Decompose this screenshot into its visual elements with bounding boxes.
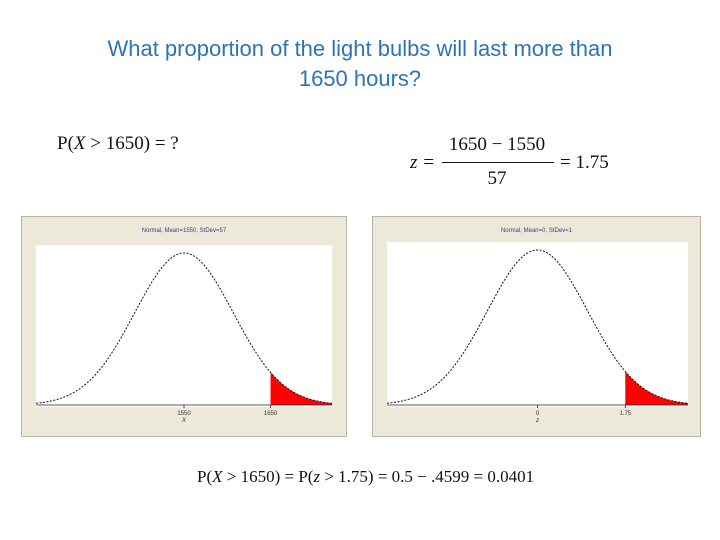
probability-answer: P(X > 1650) = P(z > 1.75) = 0.5 − .4599 …	[197, 467, 534, 487]
answer-rest: > 1.75) = 0.5 − .4599 = 0.0401	[320, 467, 535, 486]
chart-title: Normal, Mean=1550, StDev=57	[142, 228, 227, 234]
prob-question-var: X	[73, 133, 86, 154]
normal-curve-line	[35, 252, 333, 404]
x-axis-label: X	[181, 418, 187, 424]
plot-area	[36, 245, 332, 407]
answer-mid: > 1650) = P(	[222, 467, 314, 486]
x-tick-label: 0	[536, 411, 540, 417]
answer-var1: X	[212, 467, 223, 486]
prob-question-lhs: P(	[57, 133, 74, 154]
x-tick-label: 1650	[264, 411, 278, 417]
x-tick-label: 1550	[177, 411, 191, 417]
z-formula-denominator: 57	[487, 168, 507, 189]
x-axis-label: z	[535, 418, 539, 424]
z-formula-numerator: 1650 − 1550	[448, 134, 546, 155]
fraction-bar	[442, 162, 554, 163]
chart-title: Normal, Mean=0, StDev=1	[501, 228, 573, 234]
chart-panel-x: Normal, Mean=1550, StDev=57 1550 1650 X	[21, 216, 347, 437]
normal-curve-line	[386, 249, 689, 404]
z-formula-lhs: z =	[410, 152, 435, 173]
shaded-tail-area	[270, 372, 332, 405]
slide-title: What proportion of the light bulbs will …	[20, 34, 700, 94]
z-formula-rhs: = 1.75	[560, 152, 609, 173]
plot-area	[387, 242, 688, 407]
x-tick-label: 1.75	[619, 411, 631, 417]
probability-question: P(X > 1650) = ?	[57, 133, 179, 155]
answer-var2: z	[313, 467, 321, 486]
normal-curve-x-chart: Normal, Mean=1550, StDev=57 1550 1650 X	[35, 228, 333, 424]
normal-curve-z-chart: Normal, Mean=0, StDev=1 0 1.75 z	[386, 228, 689, 424]
slide-title-line-2: 1650 hours?	[298, 66, 422, 91]
prob-question-rest: > 1650) = ?	[85, 133, 179, 154]
chart-panel-z: Normal, Mean=0, StDev=1 0 1.75 z	[372, 216, 701, 437]
shaded-tail-area	[625, 371, 688, 405]
answer-p1: P(	[197, 467, 213, 486]
slide-title-line-1: What proportion of the light bulbs will …	[107, 36, 613, 61]
